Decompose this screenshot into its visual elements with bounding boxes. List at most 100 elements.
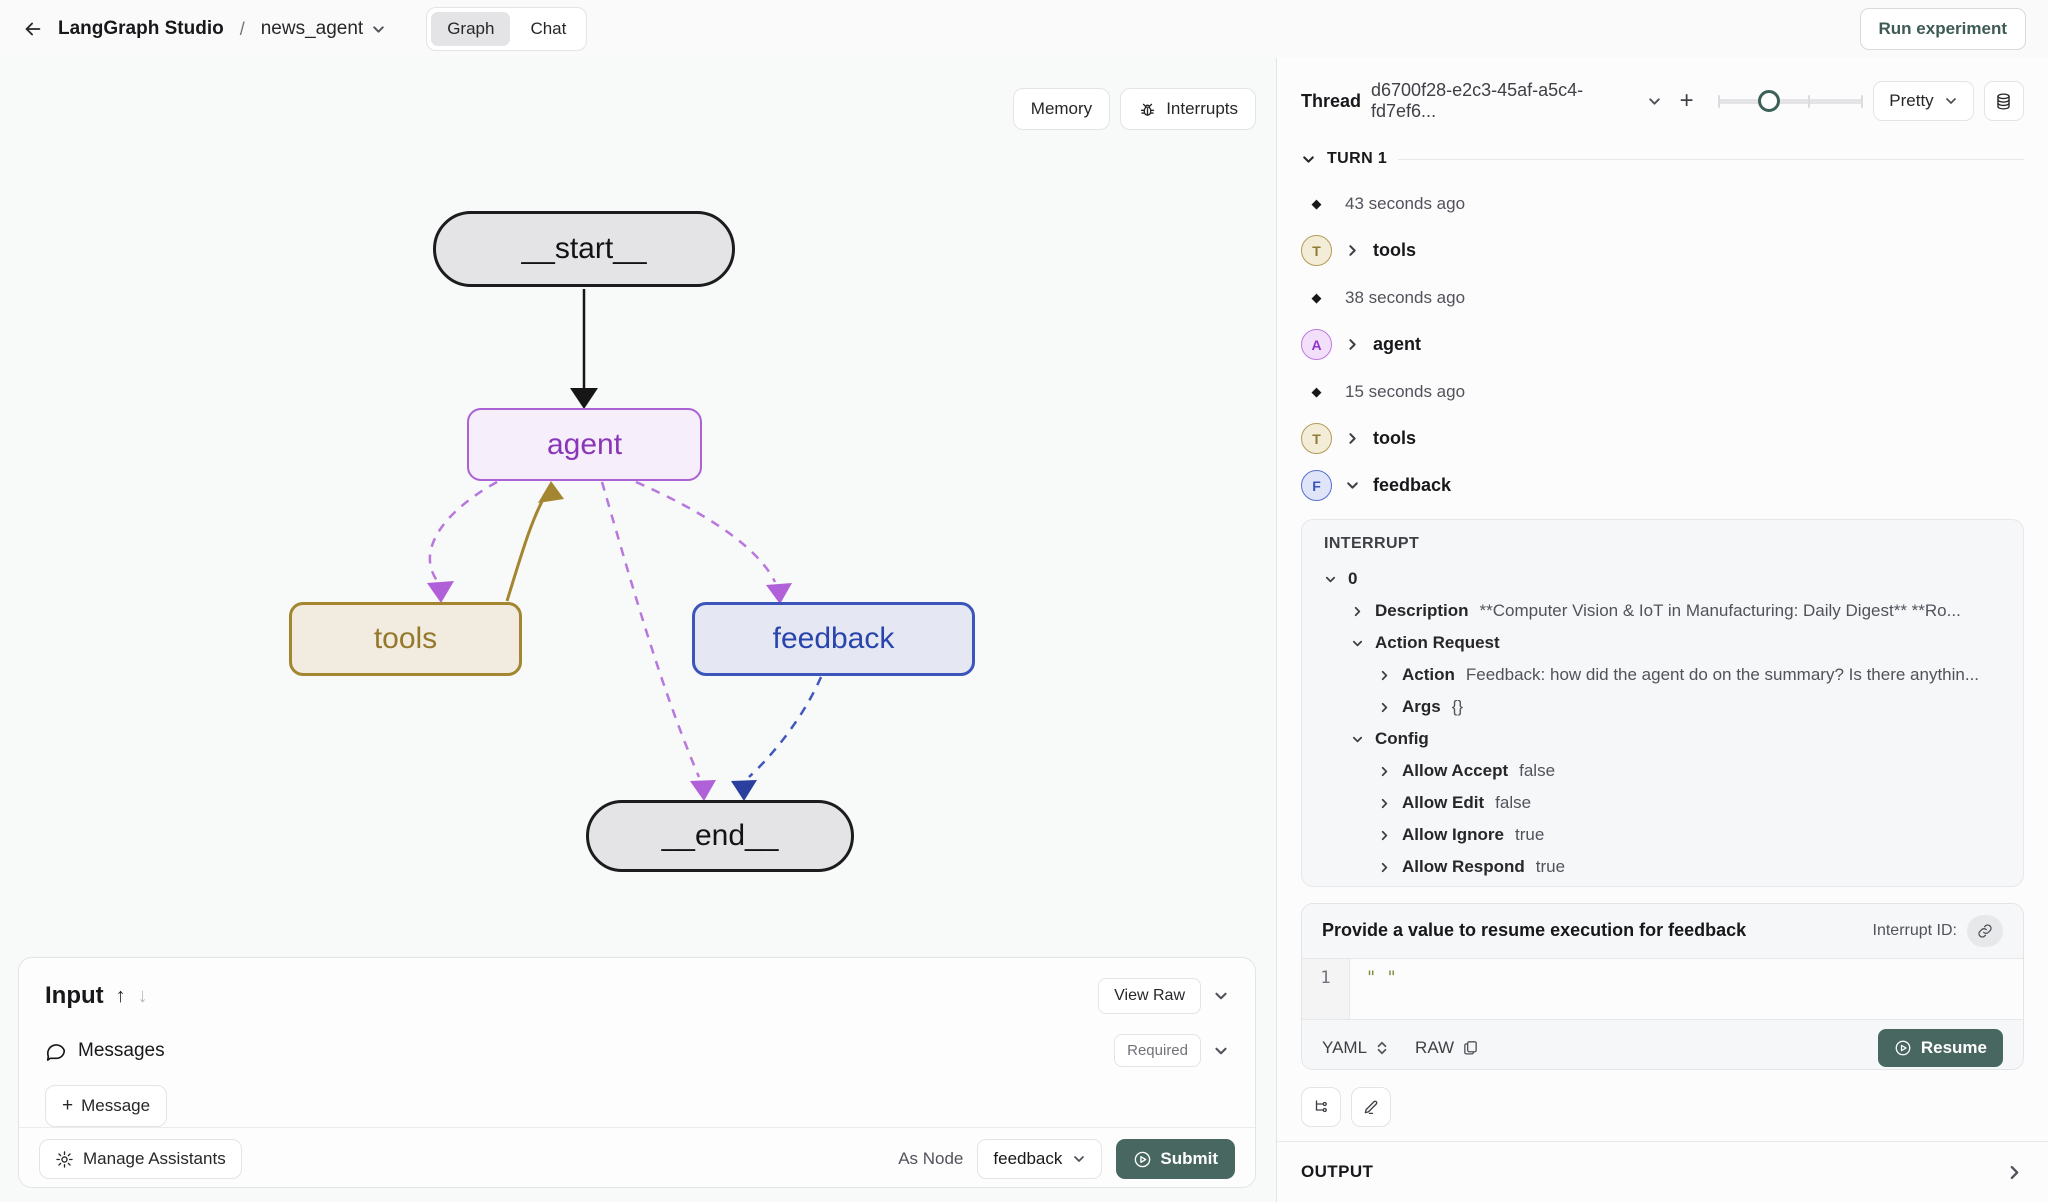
turn-label: TURN 1 xyxy=(1327,150,1388,167)
event-time: 38 seconds ago xyxy=(1345,287,1466,307)
message-bubble-icon xyxy=(45,1040,67,1062)
submit-button[interactable]: Submit xyxy=(1116,1139,1235,1179)
avatar: F xyxy=(1301,470,1332,501)
messages-label: Messages xyxy=(78,1039,165,1061)
tree-key: Action xyxy=(1402,665,1455,684)
timeline-time-row: ◆ 38 seconds ago xyxy=(1301,274,2024,321)
tree-value: true xyxy=(1535,857,1566,876)
run-experiment-button[interactable]: Run experiment xyxy=(1859,8,2026,50)
back-button[interactable] xyxy=(22,18,44,40)
diamond-icon: ◆ xyxy=(1311,383,1322,399)
resume-value-editor[interactable]: 1 " " xyxy=(1302,958,2023,1019)
format-select[interactable]: Pretty xyxy=(1873,81,1974,121)
chevron-right-icon[interactable] xyxy=(2005,1163,2024,1182)
interrupt-tree-row[interactable]: Allow Ignore true xyxy=(1324,819,2001,851)
collapse-down-icon[interactable]: ↓ xyxy=(137,984,148,1007)
fork-thread-button[interactable] xyxy=(1301,1087,1341,1127)
input-panel: Input ↑ ↓ View Raw Messages xyxy=(18,957,1256,1188)
avatar: T xyxy=(1301,423,1332,454)
chevron-down-icon xyxy=(1944,94,1958,108)
copy-icon[interactable] xyxy=(1462,1039,1479,1056)
interrupt-tree-row[interactable]: Action Feedback: how did the agent do on… xyxy=(1324,659,2001,691)
state-database-button[interactable] xyxy=(1983,81,2024,121)
node-agent-label: agent xyxy=(546,427,623,461)
editor-format-label[interactable]: YAML xyxy=(1322,1037,1368,1057)
tab-graph[interactable]: Graph xyxy=(431,12,511,46)
slider-handle[interactable] xyxy=(1758,90,1781,112)
memory-button[interactable]: Memory xyxy=(1012,88,1111,130)
thread-label: Thread xyxy=(1301,90,1362,111)
add-message-label: Message xyxy=(81,1096,151,1115)
play-circle-icon xyxy=(1133,1150,1152,1169)
graph-node-feedback[interactable]: feedback xyxy=(692,602,975,676)
view-tabs: Graph Chat xyxy=(426,7,588,51)
interrupt-tree-row[interactable]: Allow Accept false xyxy=(1324,755,2001,787)
interrupt-tree-row[interactable]: 0 xyxy=(1324,563,2001,595)
chevron-right-icon xyxy=(1351,605,1364,618)
view-raw-button[interactable]: View Raw xyxy=(1098,978,1201,1014)
timeline-node-row[interactable]: T tools xyxy=(1301,227,2024,274)
chevron-right-icon[interactable] xyxy=(1345,431,1360,446)
diamond-icon: ◆ xyxy=(1311,289,1322,305)
add-message-button[interactable]: + Message xyxy=(45,1085,168,1127)
timeline-node-row[interactable]: A agent xyxy=(1301,321,2024,368)
new-thread-button[interactable]: + xyxy=(1679,87,1694,114)
bug-icon xyxy=(1138,100,1157,119)
raw-toggle-label[interactable]: RAW xyxy=(1415,1037,1455,1057)
resume-button[interactable]: Resume xyxy=(1877,1028,2003,1067)
tab-chat[interactable]: Chat xyxy=(514,12,582,46)
edit-state-button[interactable] xyxy=(1351,1087,1391,1127)
chevron-right-icon xyxy=(1378,861,1391,874)
graph-node-start[interactable]: __start__ xyxy=(433,211,735,287)
arrow-left-icon xyxy=(22,18,44,40)
interrupt-tree-row[interactable]: Args {} xyxy=(1324,691,2001,723)
density-slider[interactable] xyxy=(1717,89,1864,113)
turn-collapse-icon[interactable] xyxy=(1301,152,1316,167)
chevron-down-icon[interactable] xyxy=(1345,478,1360,493)
interrupt-tree-row[interactable]: Allow Edit false xyxy=(1324,787,2001,819)
manage-assistants-button[interactable]: Manage Assistants xyxy=(39,1139,242,1179)
interrupt-tree-row[interactable]: Description **Computer Vision & IoT in M… xyxy=(1324,595,2001,627)
chevron-down-icon[interactable] xyxy=(1647,94,1662,109)
editor-code[interactable]: " " xyxy=(1366,967,1397,988)
node-end-label: __end__ xyxy=(661,819,779,852)
interrupt-tree-row[interactable]: Action Request xyxy=(1324,627,2001,659)
graph-selector[interactable]: news_agent xyxy=(261,18,386,40)
interrupt-tree-row[interactable]: Allow Respond true xyxy=(1324,851,2001,883)
resume-prompt: Provide a value to resume execution for … xyxy=(1322,920,1747,941)
chevron-right-icon[interactable] xyxy=(1345,243,1360,258)
timeline-node-row[interactable]: T tools xyxy=(1301,415,2024,462)
graph-node-agent[interactable]: agent xyxy=(467,408,702,481)
output-section-header[interactable]: OUTPUT xyxy=(1277,1142,2048,1202)
tree-key: Args xyxy=(1402,697,1441,716)
timeline-time-row: ◆ 43 seconds ago xyxy=(1301,180,2024,227)
graph-canvas[interactable]: Memory Interrupts xyxy=(0,58,1276,1202)
chevron-down-icon[interactable] xyxy=(1213,988,1229,1004)
tree-key: Description xyxy=(1375,601,1469,620)
memory-button-label: Memory xyxy=(1030,99,1093,118)
interrupts-button[interactable]: Interrupts xyxy=(1120,88,1256,130)
tree-value: {} xyxy=(1451,697,1464,716)
tree-key: Allow Accept xyxy=(1402,761,1509,780)
tree-value: true xyxy=(1515,825,1545,844)
interrupt-title: INTERRUPT xyxy=(1324,535,1420,552)
turn-divider xyxy=(1398,158,2024,160)
copy-interrupt-id-button[interactable] xyxy=(1967,914,2003,947)
graph-edges xyxy=(427,289,823,801)
interrupt-tree-row[interactable]: Config xyxy=(1324,723,2001,755)
chevron-right-icon xyxy=(1378,669,1391,682)
chevron-right-icon[interactable] xyxy=(1345,337,1360,352)
tree-key: Allow Respond xyxy=(1402,857,1525,876)
avatar: A xyxy=(1301,329,1332,360)
chevron-down-icon xyxy=(1351,733,1364,746)
chevron-down-icon[interactable] xyxy=(1213,1043,1229,1059)
up-down-chevrons-icon[interactable] xyxy=(1375,1040,1389,1056)
as-node-select[interactable]: feedback xyxy=(977,1139,1103,1179)
graph-node-end[interactable]: __end__ xyxy=(586,800,854,872)
graph-node-tools[interactable]: tools xyxy=(289,602,522,676)
timeline-node-row[interactable]: F feedback xyxy=(1301,462,2024,509)
collapse-up-icon[interactable]: ↑ xyxy=(115,984,126,1007)
plus-icon: + xyxy=(62,1095,74,1116)
node-start-label: __start__ xyxy=(521,232,647,265)
panel-divider xyxy=(1277,1141,2048,1142)
